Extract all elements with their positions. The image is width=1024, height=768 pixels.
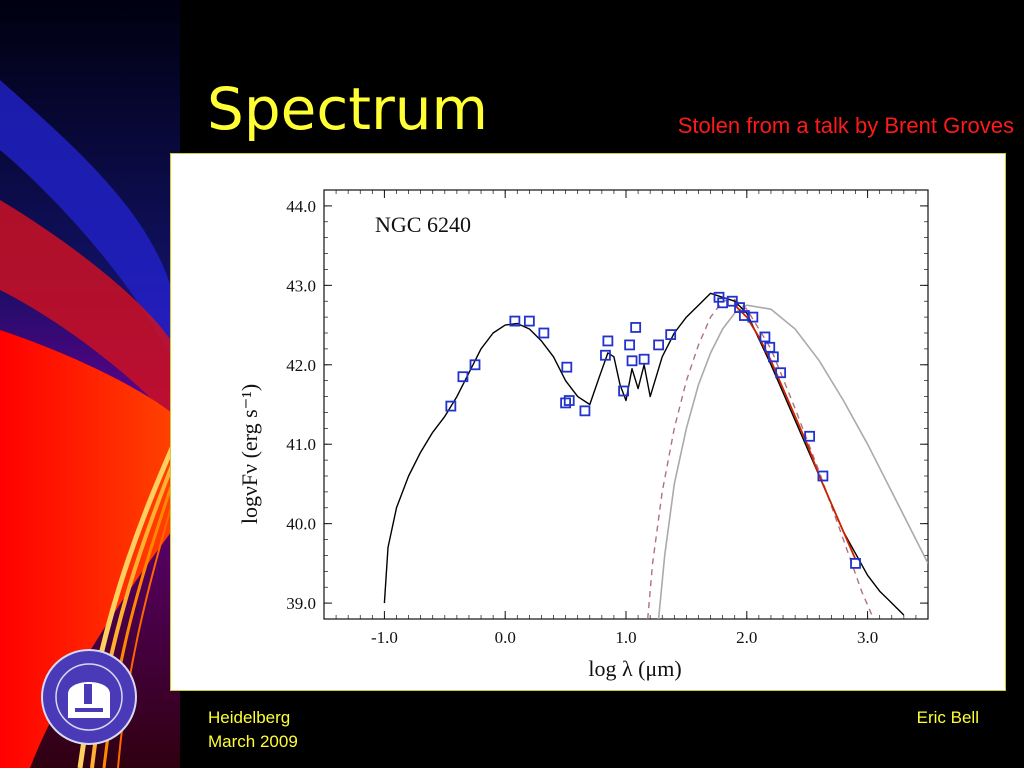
series-layer — [383, 292, 928, 619]
chart-annotation: NGC 6240 — [375, 212, 471, 237]
y-tick-label: 43.0 — [286, 276, 316, 295]
axes: -1.0 0.0 1.0 2.0 3.0 39.0 40.0 41.0 42.0 43.0 44.0 — [286, 189, 929, 647]
y-tick-label: 41.0 — [286, 435, 316, 454]
sed-chart: -1.0 0.0 1.0 2.0 3.0 39.0 40.0 41.0 42.0 43.0 44.0… — [237, 189, 929, 681]
data-point-marker — [624, 339, 636, 351]
y-axis-label: logνFν (erg s⁻¹) — [237, 384, 262, 524]
data-point-marker — [523, 315, 535, 327]
data-point-marker — [850, 557, 861, 569]
x-axis-label: log λ (μm) — [588, 656, 681, 681]
series-line-solid-red — [734, 304, 857, 560]
x-tick-label: 3.0 — [857, 628, 878, 647]
series-line-solid-grey — [657, 304, 928, 619]
data-point-marker — [563, 395, 575, 406]
credit-text: Stolen from a talk by Brent Groves — [677, 113, 1014, 138]
x-tick-label: 0.0 — [495, 628, 516, 647]
data-point-marker — [579, 405, 591, 417]
y-tick-label: 44.0 — [286, 197, 316, 216]
marker-layer — [445, 291, 861, 569]
data-point-marker — [665, 329, 677, 340]
footer-date: March 2009 — [208, 732, 298, 751]
data-point-marker — [638, 353, 650, 365]
data-point-marker — [759, 331, 771, 343]
data-point-marker — [653, 339, 665, 351]
y-tick-label: 39.0 — [286, 594, 316, 613]
data-point-marker — [538, 327, 550, 339]
data-point-marker — [509, 315, 521, 327]
data-point-marker — [445, 400, 457, 412]
data-point-marker — [602, 335, 614, 347]
data-point-marker — [618, 385, 629, 397]
data-point-marker — [767, 351, 779, 363]
data-point-marker — [626, 355, 638, 367]
decorative-background-swoosh — [0, 0, 183, 768]
x-tick-label: 2.0 — [736, 628, 757, 647]
data-point-marker — [469, 359, 481, 371]
data-point-marker — [457, 371, 469, 383]
x-tick-label: 1.0 — [615, 628, 636, 647]
x-tick-label: -1.0 — [371, 628, 398, 647]
data-point-marker — [804, 430, 816, 442]
footer-left: Heidelberg March 2009 — [208, 706, 298, 754]
data-point-marker — [600, 349, 611, 361]
data-point-marker — [775, 367, 787, 379]
data-point-marker — [726, 295, 738, 307]
data-point-marker — [817, 470, 829, 482]
chart-panel: -1.0 0.0 1.0 2.0 3.0 39.0 40.0 41.0 42.0 43.0 44.0… — [170, 153, 1006, 691]
data-point-marker — [561, 361, 573, 373]
data-point-marker — [747, 311, 759, 323]
series-line-dashed — [647, 298, 875, 619]
slide-title: Spectrum — [207, 75, 489, 143]
institute-logo-icon — [41, 649, 137, 745]
plot-frame — [323, 189, 929, 620]
y-tick-label: 40.0 — [286, 515, 316, 534]
data-point-marker — [630, 322, 642, 333]
y-tick-label: 42.0 — [286, 356, 316, 375]
footer-location: Heidelberg — [208, 708, 291, 727]
footer-author: Eric Bell — [916, 708, 979, 727]
series-line-solid-black — [383, 292, 905, 616]
